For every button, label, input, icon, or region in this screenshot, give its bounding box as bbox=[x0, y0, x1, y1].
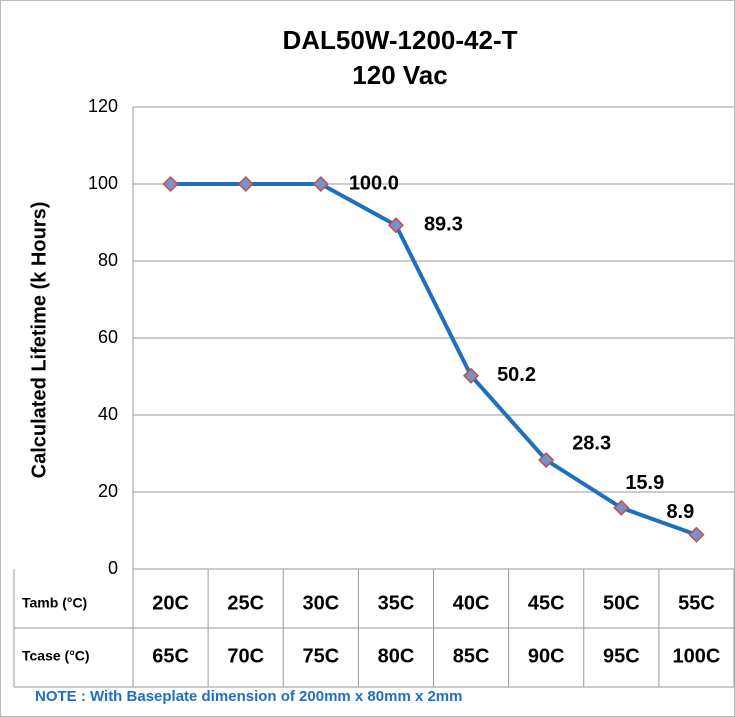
marker bbox=[162, 175, 179, 193]
y-tick-label: 60 bbox=[98, 327, 118, 347]
data-label: 89.3 bbox=[424, 213, 463, 235]
x-tick-label: 30C bbox=[302, 592, 339, 614]
y-tick-label: 0 bbox=[108, 558, 118, 578]
data-label: 28.3 bbox=[572, 432, 611, 454]
data-label: 8.9 bbox=[666, 501, 694, 523]
marker bbox=[387, 217, 404, 234]
table-row-label: Tcase (°C) bbox=[22, 648, 90, 664]
y-tick-label: 100 bbox=[88, 173, 118, 193]
x-tick-label: 65C bbox=[152, 645, 189, 667]
data-label: 50.2 bbox=[497, 364, 536, 386]
y-axis-label: Calculated Lifetime (k Hours) bbox=[28, 202, 50, 479]
x-tick-label: 75C bbox=[302, 645, 339, 667]
marker bbox=[613, 499, 630, 516]
marker bbox=[538, 451, 555, 469]
x-tick-label: 20C bbox=[152, 592, 189, 614]
x-tick-label: 45C bbox=[528, 592, 565, 614]
line bbox=[170, 182, 698, 537]
x-tick-label: 100C bbox=[673, 645, 721, 667]
x-tick-label: 80C bbox=[378, 645, 415, 667]
data-label: 100.0 bbox=[349, 172, 399, 194]
y-tick-label: 40 bbox=[98, 404, 118, 424]
y-tick-label: 80 bbox=[98, 250, 118, 270]
x-tick-label: 25C bbox=[227, 592, 264, 614]
marker bbox=[237, 175, 254, 193]
x-tick-label: 40C bbox=[453, 592, 490, 614]
x-tick-label: 35C bbox=[378, 592, 415, 614]
table-row-label: Tamb (°C) bbox=[22, 595, 87, 611]
note: NOTE : With Baseplate dimension of 200mm… bbox=[35, 688, 463, 705]
data-label: 15.9 bbox=[625, 472, 664, 494]
y-tick-label: 20 bbox=[98, 481, 118, 501]
x-tick-label: 50C bbox=[603, 592, 640, 614]
y-tick-label: 120 bbox=[88, 96, 118, 116]
x-tick-label: 85C bbox=[453, 645, 490, 667]
x-tick-label: 70C bbox=[227, 645, 264, 667]
marker bbox=[688, 526, 705, 543]
x-tick-label: 55C bbox=[678, 592, 715, 614]
chart-title: DAL50W-1200-42-T bbox=[283, 25, 518, 55]
marker bbox=[463, 367, 480, 384]
x-tick-label: 95C bbox=[603, 645, 640, 667]
marker bbox=[312, 175, 329, 193]
chart-subtitle: 120 Vac bbox=[352, 60, 447, 90]
x-tick-label: 90C bbox=[528, 645, 565, 667]
